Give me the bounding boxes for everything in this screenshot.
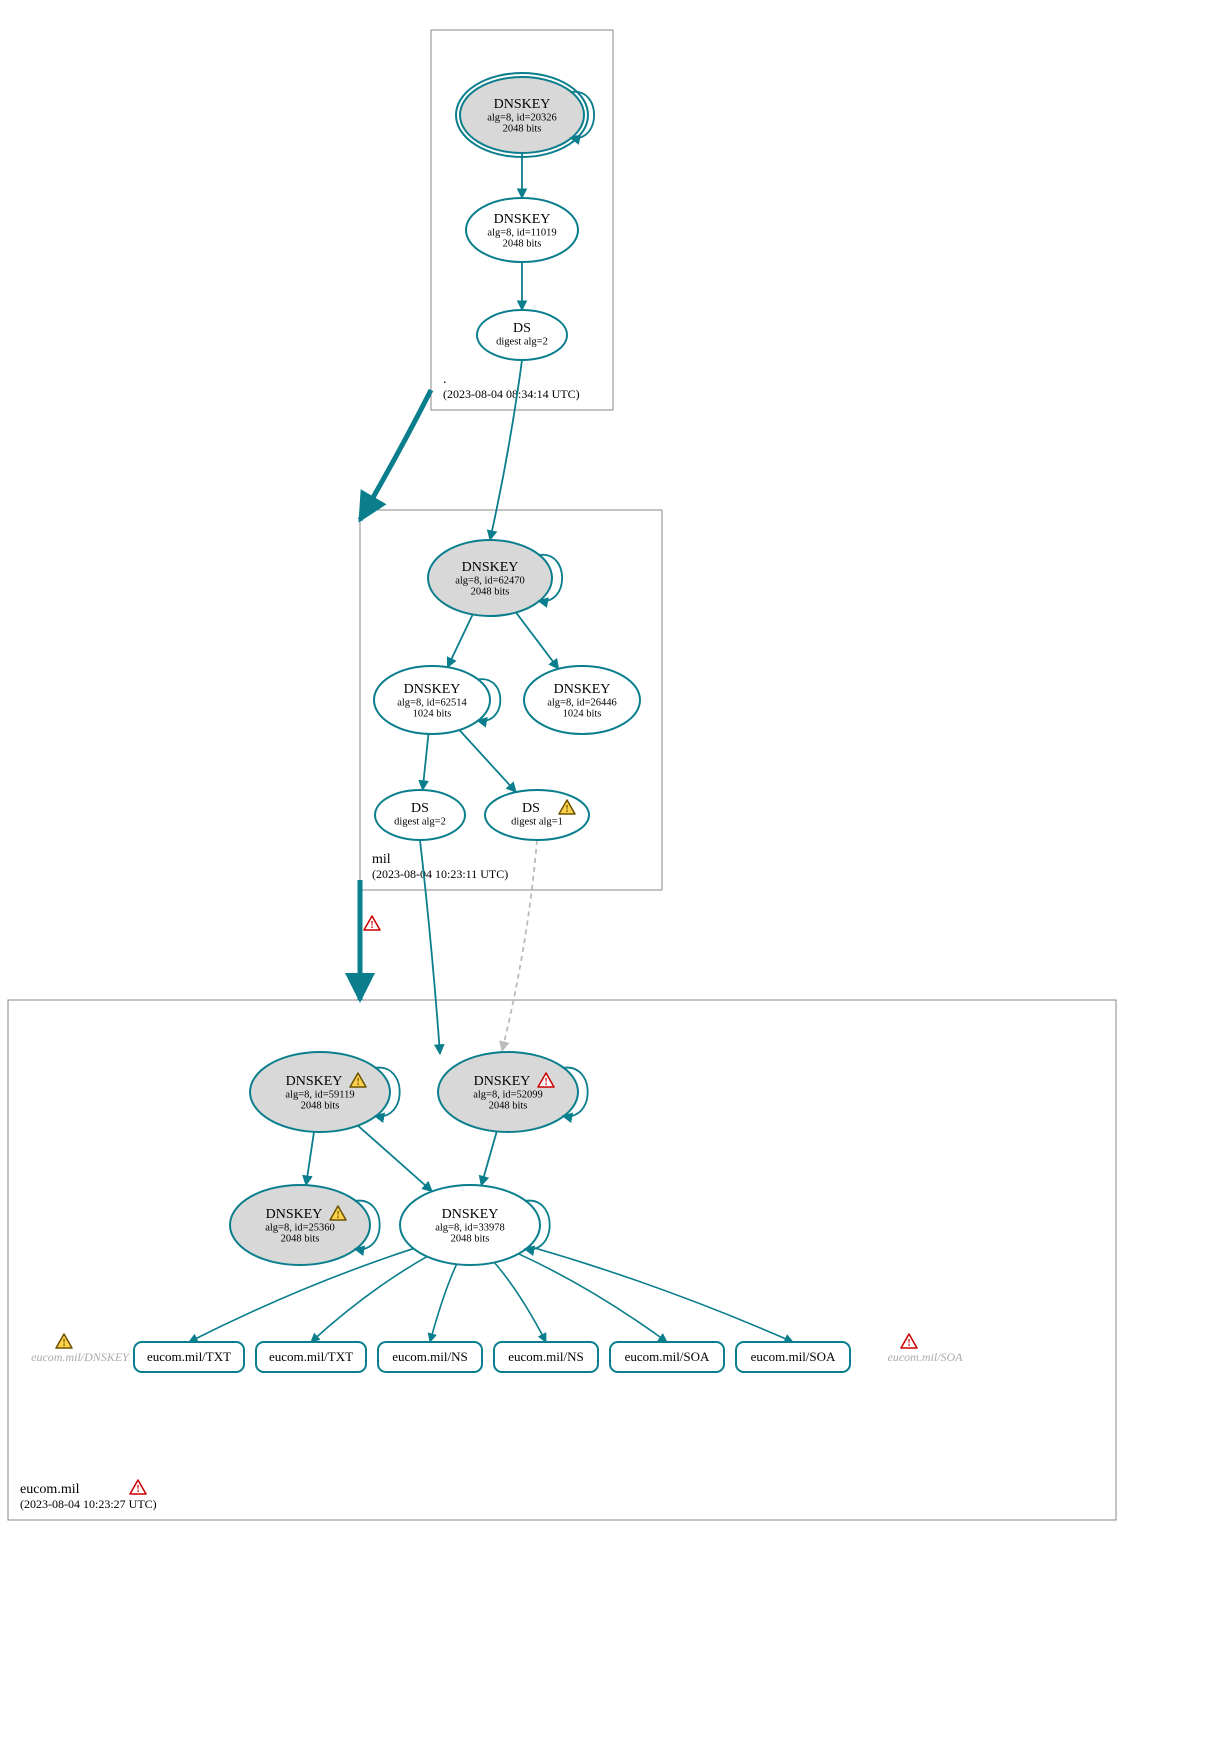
svg-text:eucom.mil/NS: eucom.mil/NS [508,1349,583,1364]
svg-text:!: ! [370,920,373,931]
svg-text:2048 bits: 2048 bits [503,238,542,249]
svg-text:eucom.mil/SOA: eucom.mil/SOA [625,1349,710,1364]
record-leaf[interactable]: eucom.mil/NS [494,1342,598,1372]
svg-text:!: ! [544,1077,547,1088]
zone-label: eucom.mil [20,1482,80,1497]
svg-text:digest alg=1: digest alg=1 [511,816,563,827]
svg-text:2048 bits: 2048 bits [451,1233,490,1244]
zone-time: (2023-08-04 10:23:27 UTC) [20,1497,157,1511]
svg-text:2048 bits: 2048 bits [489,1100,528,1111]
svg-text:alg=8, id=11019: alg=8, id=11019 [487,227,556,238]
node-mil_ksk[interactable]: DNSKEYalg=8, id=624702048 bits [428,540,562,616]
svg-text:eucom.mil/DNSKEY: eucom.mil/DNSKEY [31,1350,130,1364]
node-root_ksk[interactable]: DNSKEYalg=8, id=203262048 bits [456,73,594,157]
record-leaf[interactable]: eucom.mil/SOA [610,1342,724,1372]
svg-text:eucom.mil/TXT: eucom.mil/TXT [269,1349,353,1364]
svg-text:alg=8, id=20326: alg=8, id=20326 [487,112,557,123]
node-e_ksk2[interactable]: DNSKEY!alg=8, id=520992048 bits [438,1052,588,1132]
side-note-left: !eucom.mil/DNSKEY [31,1334,130,1364]
svg-text:alg=8, id=62470: alg=8, id=62470 [455,575,525,586]
svg-text:digest alg=2: digest alg=2 [394,816,446,827]
svg-text:2048 bits: 2048 bits [301,1100,340,1111]
svg-text:alg=8, id=62514: alg=8, id=62514 [397,697,467,708]
zone-time: (2023-08-04 10:23:11 UTC) [372,867,508,881]
zone-label: . [443,372,447,387]
svg-text:eucom.mil/NS: eucom.mil/NS [392,1349,467,1364]
svg-text:DNSKEY: DNSKEY [404,682,461,697]
svg-text:!: ! [907,1338,910,1349]
node-e_ksk1[interactable]: DNSKEY!alg=8, id=591192048 bits [250,1052,400,1132]
svg-text:!: ! [136,1484,139,1495]
zone-label: mil [372,852,391,867]
svg-text:eucom.mil/SOA: eucom.mil/SOA [751,1349,836,1364]
svg-text:digest alg=2: digest alg=2 [496,336,548,347]
svg-text:alg=8, id=26446: alg=8, id=26446 [547,697,617,708]
svg-text:1024 bits: 1024 bits [413,708,452,719]
svg-text:eucom.mil/SOA: eucom.mil/SOA [888,1350,964,1364]
svg-text:alg=8, id=59119: alg=8, id=59119 [285,1089,354,1100]
record-leaf[interactable]: eucom.mil/TXT [134,1342,244,1372]
svg-text:2048 bits: 2048 bits [281,1233,320,1244]
svg-text:2048 bits: 2048 bits [503,123,542,134]
node-e_k4[interactable]: DNSKEYalg=8, id=339782048 bits [400,1185,550,1265]
svg-text:DS: DS [411,801,429,816]
svg-text:!: ! [62,1338,65,1349]
node-e_k3[interactable]: DNSKEY!alg=8, id=253602048 bits [230,1185,380,1265]
svg-text:alg=8, id=33978: alg=8, id=33978 [435,1222,505,1233]
record-leaf[interactable]: eucom.mil/TXT [256,1342,366,1372]
svg-text:DNSKEY: DNSKEY [286,1074,343,1089]
svg-text:eucom.mil/TXT: eucom.mil/TXT [147,1349,231,1364]
node-root_zsk[interactable]: DNSKEYalg=8, id=110192048 bits [466,198,578,262]
svg-text:alg=8, id=52099: alg=8, id=52099 [473,1089,543,1100]
node-mil_zsk1[interactable]: DNSKEYalg=8, id=625141024 bits [374,666,500,734]
node-mil_zsk2[interactable]: DNSKEYalg=8, id=264461024 bits [524,666,640,734]
record-leaf[interactable]: eucom.mil/NS [378,1342,482,1372]
svg-text:DS: DS [513,321,531,336]
node-mil_ds1[interactable]: DSdigest alg=2 [375,790,465,840]
svg-text:DNSKEY: DNSKEY [554,682,611,697]
svg-text:!: ! [565,804,568,815]
svg-text:!: ! [356,1077,359,1088]
node-mil_ds2[interactable]: DS!digest alg=1 [485,790,589,840]
svg-text:2048 bits: 2048 bits [471,586,510,597]
zone-time: (2023-08-04 08:34:14 UTC) [443,387,580,401]
svg-text:!: ! [336,1210,339,1221]
svg-text:DNSKEY: DNSKEY [266,1207,323,1222]
svg-text:DNSKEY: DNSKEY [442,1207,499,1222]
svg-text:1024 bits: 1024 bits [563,708,602,719]
node-root_ds[interactable]: DSdigest alg=2 [477,310,567,360]
side-note-right: !eucom.mil/SOA [888,1334,964,1364]
svg-text:DNSKEY: DNSKEY [494,212,551,227]
svg-text:DNSKEY: DNSKEY [494,97,551,112]
record-leaf[interactable]: eucom.mil/SOA [736,1342,850,1372]
svg-text:alg=8, id=25360: alg=8, id=25360 [265,1222,335,1233]
svg-text:DS: DS [522,801,540,816]
svg-text:DNSKEY: DNSKEY [462,560,519,575]
svg-text:DNSKEY: DNSKEY [474,1074,531,1089]
